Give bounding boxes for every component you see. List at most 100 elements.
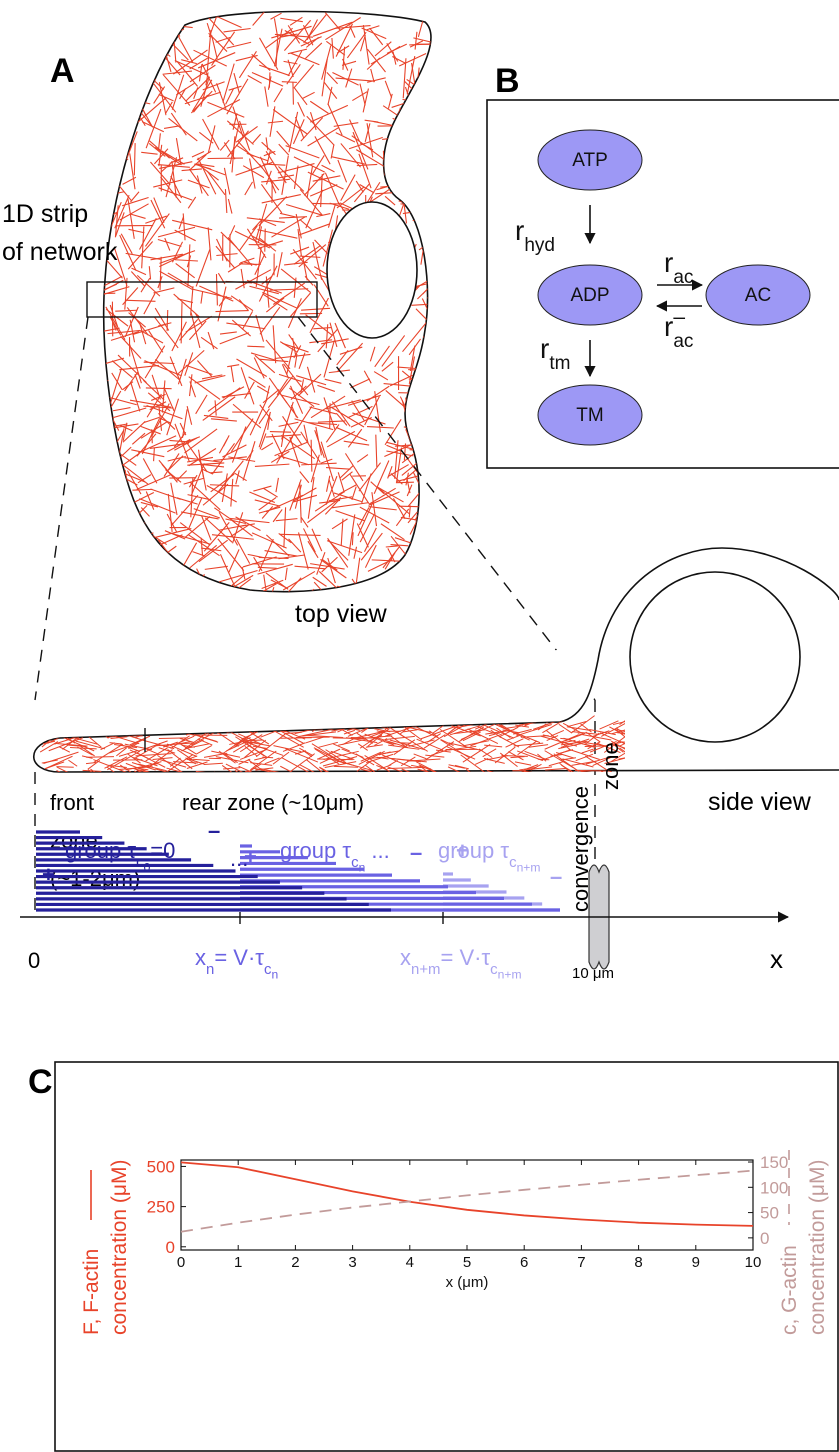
filament (75, 36, 105, 46)
side-outline (34, 548, 839, 772)
filament (84, 442, 103, 452)
filament (402, 130, 420, 166)
filament (431, 86, 443, 120)
text-run: – (673, 305, 685, 328)
y-tick-label: 500 (147, 1157, 175, 1176)
x-tick-label: 0 (177, 1254, 185, 1271)
filament (154, 575, 169, 611)
filament (393, 118, 424, 137)
filament (57, 722, 90, 732)
filament (426, 392, 434, 406)
filament (56, 767, 73, 768)
filament (423, 337, 442, 344)
filament (115, 44, 123, 53)
filament (111, 17, 121, 30)
x-tick-label: 9 (692, 1254, 700, 1271)
zoom-line (35, 317, 88, 700)
filament (432, 561, 451, 587)
filament (160, 560, 163, 585)
filament (111, 589, 135, 606)
filament (439, 131, 459, 151)
filament (436, 65, 473, 75)
y-axis-label: concentration (μM) (108, 1160, 131, 1336)
filament (92, 26, 120, 31)
filament (101, 62, 106, 99)
filament (139, 524, 145, 560)
filament (81, 407, 101, 439)
filament (166, 19, 179, 37)
filament (107, 78, 122, 87)
filament (94, 181, 110, 189)
filament (116, 38, 119, 62)
filament (421, 150, 425, 161)
filament (79, 113, 108, 114)
y-tick-label: 250 (147, 1198, 175, 1217)
filament (74, 46, 101, 77)
filament (131, 583, 142, 603)
strip-label: 1D strip (2, 200, 88, 228)
filament (242, 598, 279, 614)
text-run: =0 (150, 838, 175, 863)
text-run: group τ (438, 838, 509, 863)
filament (117, 100, 141, 101)
text-run: ac (673, 331, 694, 352)
filament (88, 90, 129, 94)
filament (470, 734, 501, 746)
filament (178, 580, 187, 620)
filament (114, 540, 131, 546)
filament (428, 147, 455, 154)
filament (140, 567, 141, 589)
filament (195, 578, 198, 607)
filament (101, 180, 111, 194)
filament (120, 568, 146, 571)
plus-sign: + (244, 844, 257, 869)
filament (424, 580, 436, 583)
panel-label: B (495, 62, 520, 100)
plus-sign: + (42, 862, 55, 887)
filament (117, 495, 118, 527)
filament (117, 82, 135, 102)
filament (188, 584, 189, 600)
filament (51, 727, 63, 730)
strip-label: of network (2, 238, 118, 266)
filament (143, 26, 176, 29)
text-run: n+m (498, 968, 522, 982)
node-label: AC (745, 285, 771, 306)
text-run: x (195, 945, 206, 970)
zone-label: zone (598, 742, 623, 790)
filament (409, 573, 425, 600)
filament (52, 732, 74, 733)
filament (414, 417, 417, 432)
filament (337, 586, 376, 598)
filament (237, 771, 259, 788)
filament (424, 592, 436, 611)
position-label: xn+m= V·τcn+m (400, 945, 522, 982)
filament (235, 594, 270, 606)
filament (410, 138, 421, 162)
filament (433, 321, 437, 339)
rate-label: rhyd (515, 215, 555, 256)
filament (96, 108, 134, 125)
filament (109, 33, 112, 47)
filament (620, 711, 640, 725)
filament (167, 568, 171, 586)
filament (109, 508, 119, 544)
filament (159, 738, 187, 739)
y-axis-label: F, F-actin (80, 1249, 103, 1335)
node-label: ATP (572, 150, 608, 171)
filament (404, 115, 424, 119)
filament (114, 476, 125, 482)
x-tick-label: 1 (234, 1254, 242, 1271)
x-tick-label: 10 (745, 1254, 762, 1271)
filament (416, 568, 433, 580)
filament (400, 160, 412, 174)
body: { "panel_labels": ["A", "B", "C"], "pane… (0, 0, 839, 1452)
view-label: side view (708, 788, 812, 816)
filament (137, 62, 146, 80)
text-run: n+m (517, 861, 541, 875)
x-tick-label: 2 (291, 1254, 299, 1271)
filament (109, 142, 110, 162)
filament (133, 533, 153, 543)
filament (417, 83, 427, 115)
filament (131, 566, 166, 572)
